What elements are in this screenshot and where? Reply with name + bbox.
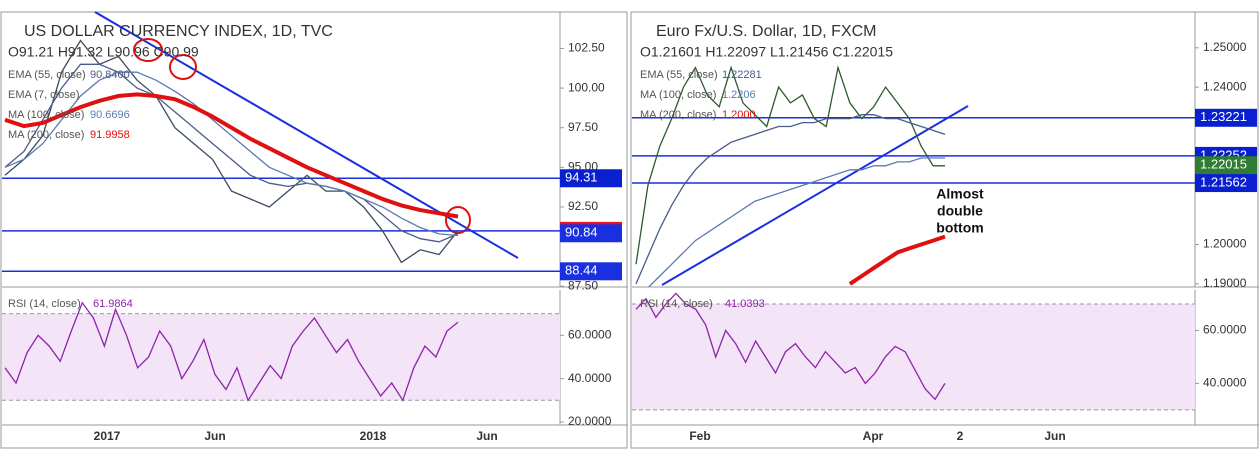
y-tick-label: 87.50 [568, 278, 598, 292]
legend-entry: MA (100, close) [8, 109, 84, 121]
x-tick-label: 2018 [360, 429, 387, 443]
ohlc: O91.21 H91.32 L90.96 C90.99 [8, 44, 199, 60]
y-tick-label: 60.0000 [568, 327, 612, 341]
series-line [4, 71, 459, 237]
chart-title: US DOLLAR CURRENCY INDEX, 1D, TVC [24, 23, 333, 40]
plot [2, 39, 560, 273]
y-tick-label: 1.24000 [1203, 79, 1247, 93]
rsi-band [632, 304, 1195, 410]
left-frame [0, 11, 628, 449]
y-tick-label: 40.0000 [1203, 376, 1247, 390]
right-frame [630, 11, 1259, 449]
legend-entry: EMA (55, close) [8, 69, 86, 81]
circle-annotation [169, 54, 197, 80]
legend-value: 91.9958 [90, 129, 130, 141]
price-label-box [1195, 156, 1257, 175]
price-label: 1.21562 [1200, 174, 1247, 189]
price-label: 1.23221 [1200, 109, 1247, 124]
trend-line [94, 11, 519, 259]
series-line [635, 64, 945, 265]
price-label: 90.84 [565, 225, 598, 240]
series-line [647, 157, 945, 287]
x-tick-label: Jun [204, 429, 225, 443]
annotation: bottom [936, 220, 983, 236]
ohlc: O1.21601 H1.22097 L1.21456 C1.22015 [640, 44, 893, 60]
price-label-box [560, 262, 622, 281]
legend-entry: EMA (7, close) [8, 89, 80, 101]
y-tick-label: 60.0000 [1203, 323, 1247, 337]
price-label-box [1195, 174, 1257, 193]
annotation: double [937, 203, 983, 219]
circle-annotation [133, 38, 163, 62]
y-tick-label: 1.20000 [1203, 237, 1247, 251]
legend-value: 1.22281 [722, 69, 762, 81]
legend-value: 1.2000 [722, 109, 756, 121]
y-tick-label: 92.50 [568, 199, 598, 213]
legend-entry: MA (200, close) [8, 129, 84, 141]
y-tick-label: 1.25000 [1203, 40, 1247, 54]
indicator-title: RSI (14, close) [8, 298, 81, 310]
plot [632, 64, 1195, 287]
legend-value: 1.2206 [722, 89, 756, 101]
legend-entry: EMA (55, close) [640, 69, 718, 81]
y-tick-label: 20.0000 [568, 414, 612, 428]
series-line [848, 234, 946, 286]
x-tick-label: 2 [957, 429, 964, 443]
price-label: 94.31 [565, 170, 598, 185]
x-tick-label: Apr [863, 429, 884, 443]
legend-entry: MA (100, close) [640, 89, 716, 101]
y-tick-label: 40.0000 [568, 371, 612, 385]
chart-title: Euro Fx/U.S. Dollar, 1D, FXCM [656, 23, 877, 40]
price-label-box [560, 169, 622, 188]
indicator-title: RSI (14, close) [640, 298, 713, 310]
y-tick-label: 97.50 [568, 120, 598, 134]
x-tick-label: 2017 [94, 429, 121, 443]
x-tick-label: Jun [1044, 429, 1065, 443]
legend-entry: MA (200, close) [640, 109, 716, 121]
series-line [4, 301, 459, 402]
y-tick-label: 100.00 [568, 80, 605, 94]
series-line [635, 292, 946, 401]
price-label-box [560, 224, 622, 243]
price-label: 88.44 [565, 263, 598, 278]
series-line [4, 92, 459, 219]
indicator-value: 41.0393 [725, 298, 765, 310]
price-label-box [1195, 108, 1257, 127]
circle-annotation [445, 206, 471, 234]
plot [635, 292, 946, 401]
series-line [4, 63, 459, 243]
series-line [635, 114, 946, 285]
series-line [4, 39, 459, 264]
indicator-value: 61.9864 [93, 298, 133, 310]
price-label: 1.22015 [1200, 157, 1247, 172]
y-tick-label: 1.19000 [1203, 276, 1247, 290]
legend-value: 90.6696 [90, 109, 130, 121]
rsi-band [2, 313, 560, 401]
x-tick-label: Jun [476, 429, 497, 443]
y-tick-label: 102.50 [568, 41, 605, 55]
annotation: Almost [936, 186, 984, 202]
plot [4, 301, 459, 402]
x-tick-label: Feb [689, 429, 710, 443]
legend-value: 90.8400 [90, 69, 130, 81]
